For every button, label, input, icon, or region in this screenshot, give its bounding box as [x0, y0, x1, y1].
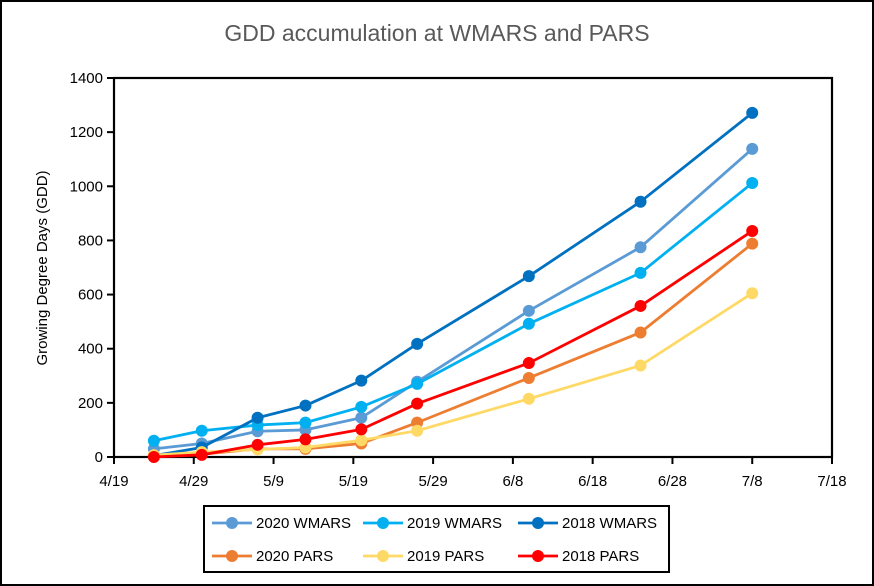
legend-item: 2018 WMARS	[518, 515, 657, 532]
series-layer	[147, 106, 759, 463]
chart-title: GDD accumulation at WMARS and PARS	[224, 20, 650, 46]
legend-item: 2018 PARS	[518, 548, 639, 565]
legend-dot-marker	[226, 517, 238, 529]
data-point	[195, 424, 208, 437]
data-point	[411, 377, 424, 390]
data-point	[634, 326, 647, 339]
plot-border	[112, 76, 834, 459]
legend-item: 2020 PARS	[212, 548, 333, 565]
data-point	[355, 411, 368, 424]
legend-label: 2019 PARS	[407, 548, 484, 565]
legend-item: 2019 WMARS	[363, 515, 502, 532]
data-point	[355, 423, 368, 436]
x-tick-label: 6/28	[658, 473, 687, 490]
y-tick-label: 200	[78, 395, 103, 412]
data-point	[147, 451, 160, 463]
x-tick-label: 6/18	[578, 473, 607, 490]
x-tick-label: 7/18	[817, 473, 846, 490]
data-point	[299, 433, 312, 446]
legend-dot-marker	[377, 550, 389, 562]
legend: 2020 WMARS 2019 WMARS 2018 WMARS 2020 PARS 2…	[203, 505, 670, 573]
series-line	[153, 229, 754, 459]
data-point	[634, 299, 647, 312]
legend-label: 2018 PARS	[562, 548, 639, 565]
x-tick-label: 4/19	[99, 473, 128, 490]
legend-label: 2020 WMARS	[256, 515, 351, 532]
y-tick-label: 1200	[70, 124, 103, 141]
data-point	[355, 374, 368, 387]
data-point	[522, 304, 535, 317]
data-point	[522, 357, 535, 370]
x-tick-label: 6/8	[502, 473, 523, 490]
legend-dot-marker	[226, 550, 238, 562]
data-point	[411, 424, 424, 437]
y-tick-label: 0	[95, 449, 103, 466]
legend-dot-marker	[532, 550, 544, 562]
series-line	[153, 147, 754, 451]
legend-dot-marker	[532, 517, 544, 529]
y-tick-label: 1000	[70, 178, 103, 195]
data-point	[746, 142, 759, 155]
data-point	[251, 438, 264, 451]
data-point	[634, 241, 647, 254]
plot-area	[112, 76, 834, 459]
data-point	[522, 392, 535, 405]
data-point	[299, 416, 312, 429]
data-point	[746, 224, 759, 237]
data-point	[634, 266, 647, 279]
legend-box	[203, 505, 670, 573]
data-point	[746, 237, 759, 250]
data-point	[195, 448, 208, 461]
axes: 0 200 400 600 800 1000 1200 1400 4/19 4/29 5/9 5/19…	[70, 70, 847, 490]
data-point	[355, 434, 368, 447]
y-tick-label: 600	[78, 287, 103, 304]
x-tick-label: 5/19	[339, 473, 368, 490]
x-tick-label: 7/8	[742, 473, 763, 490]
data-point	[522, 317, 535, 330]
legend-label: 2018 WMARS	[562, 515, 657, 532]
series-line	[153, 181, 754, 443]
data-point	[522, 371, 535, 384]
series-line	[153, 111, 754, 458]
series-2019-wmars	[147, 177, 759, 447]
data-point	[147, 434, 160, 447]
data-point	[746, 177, 759, 190]
data-point	[634, 195, 647, 208]
x-tick-label: 5/9	[263, 473, 284, 490]
legend-item: 2020 WMARS	[212, 515, 351, 532]
data-point	[251, 411, 264, 424]
data-point	[299, 399, 312, 412]
legend-item: 2019 PARS	[363, 548, 484, 565]
y-tick-label: 1400	[70, 70, 103, 87]
x-tick-label: 4/29	[179, 473, 208, 490]
x-tick-label: 5/29	[419, 473, 448, 490]
data-point	[355, 400, 368, 413]
data-point	[411, 337, 424, 350]
data-point	[522, 270, 535, 283]
legend-label: 2019 WMARS	[407, 515, 502, 532]
data-point	[746, 287, 759, 300]
y-tick-label: 800	[78, 232, 103, 249]
data-point	[411, 397, 424, 410]
legend-dot-marker	[377, 517, 389, 529]
series-line	[153, 292, 753, 457]
data-point	[634, 359, 647, 372]
data-point	[746, 106, 759, 119]
y-tick-label: 400	[78, 341, 103, 358]
series-2018-pars	[147, 224, 759, 463]
legend-label: 2020 PARS	[256, 548, 333, 565]
y-axis-title: Growing Degree Days (GDD)	[34, 170, 51, 365]
